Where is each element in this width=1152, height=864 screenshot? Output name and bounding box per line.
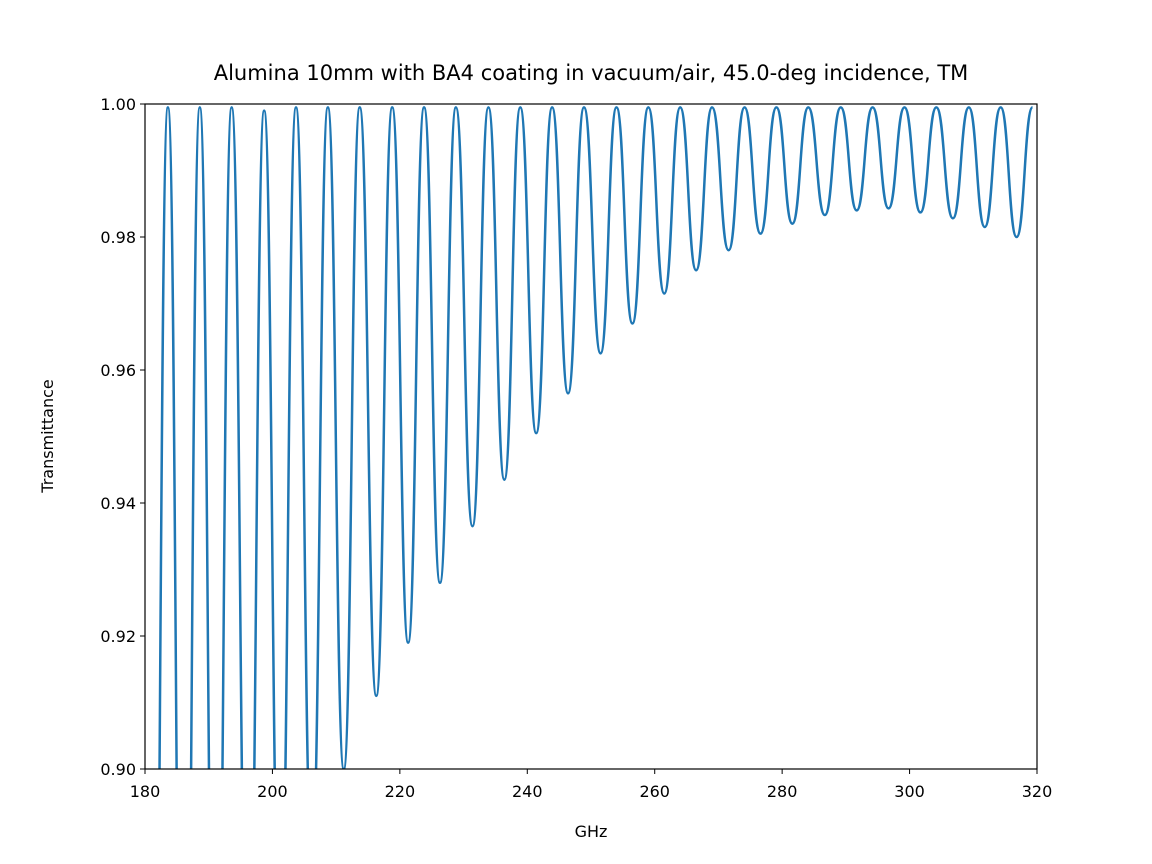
x-tick-label: 220 [385, 782, 416, 801]
x-axis-label: GHz [575, 822, 608, 841]
x-tick-label: 240 [512, 782, 543, 801]
y-tick-label: 0.98 [100, 228, 136, 247]
x-tick-label: 260 [639, 782, 670, 801]
data-line [158, 106, 1034, 769]
y-tick-label: 0.96 [100, 361, 136, 380]
y-tick-label: 0.92 [100, 627, 136, 646]
x-tick-label: 200 [257, 782, 288, 801]
chart-title: Alumina 10mm with BA4 coating in vacuum/… [214, 61, 969, 85]
x-tick-label: 180 [130, 782, 161, 801]
plot-frame [144, 103, 1038, 770]
x-tick-label: 300 [894, 782, 925, 801]
x-tick-label: 280 [767, 782, 798, 801]
y-tick-label: 0.94 [100, 494, 136, 513]
x-tick-label: 320 [1022, 782, 1053, 801]
y-tick-label: 1.00 [100, 95, 136, 114]
y-axis-label: Transmittance [38, 379, 57, 493]
y-tick-label: 0.90 [100, 760, 136, 779]
